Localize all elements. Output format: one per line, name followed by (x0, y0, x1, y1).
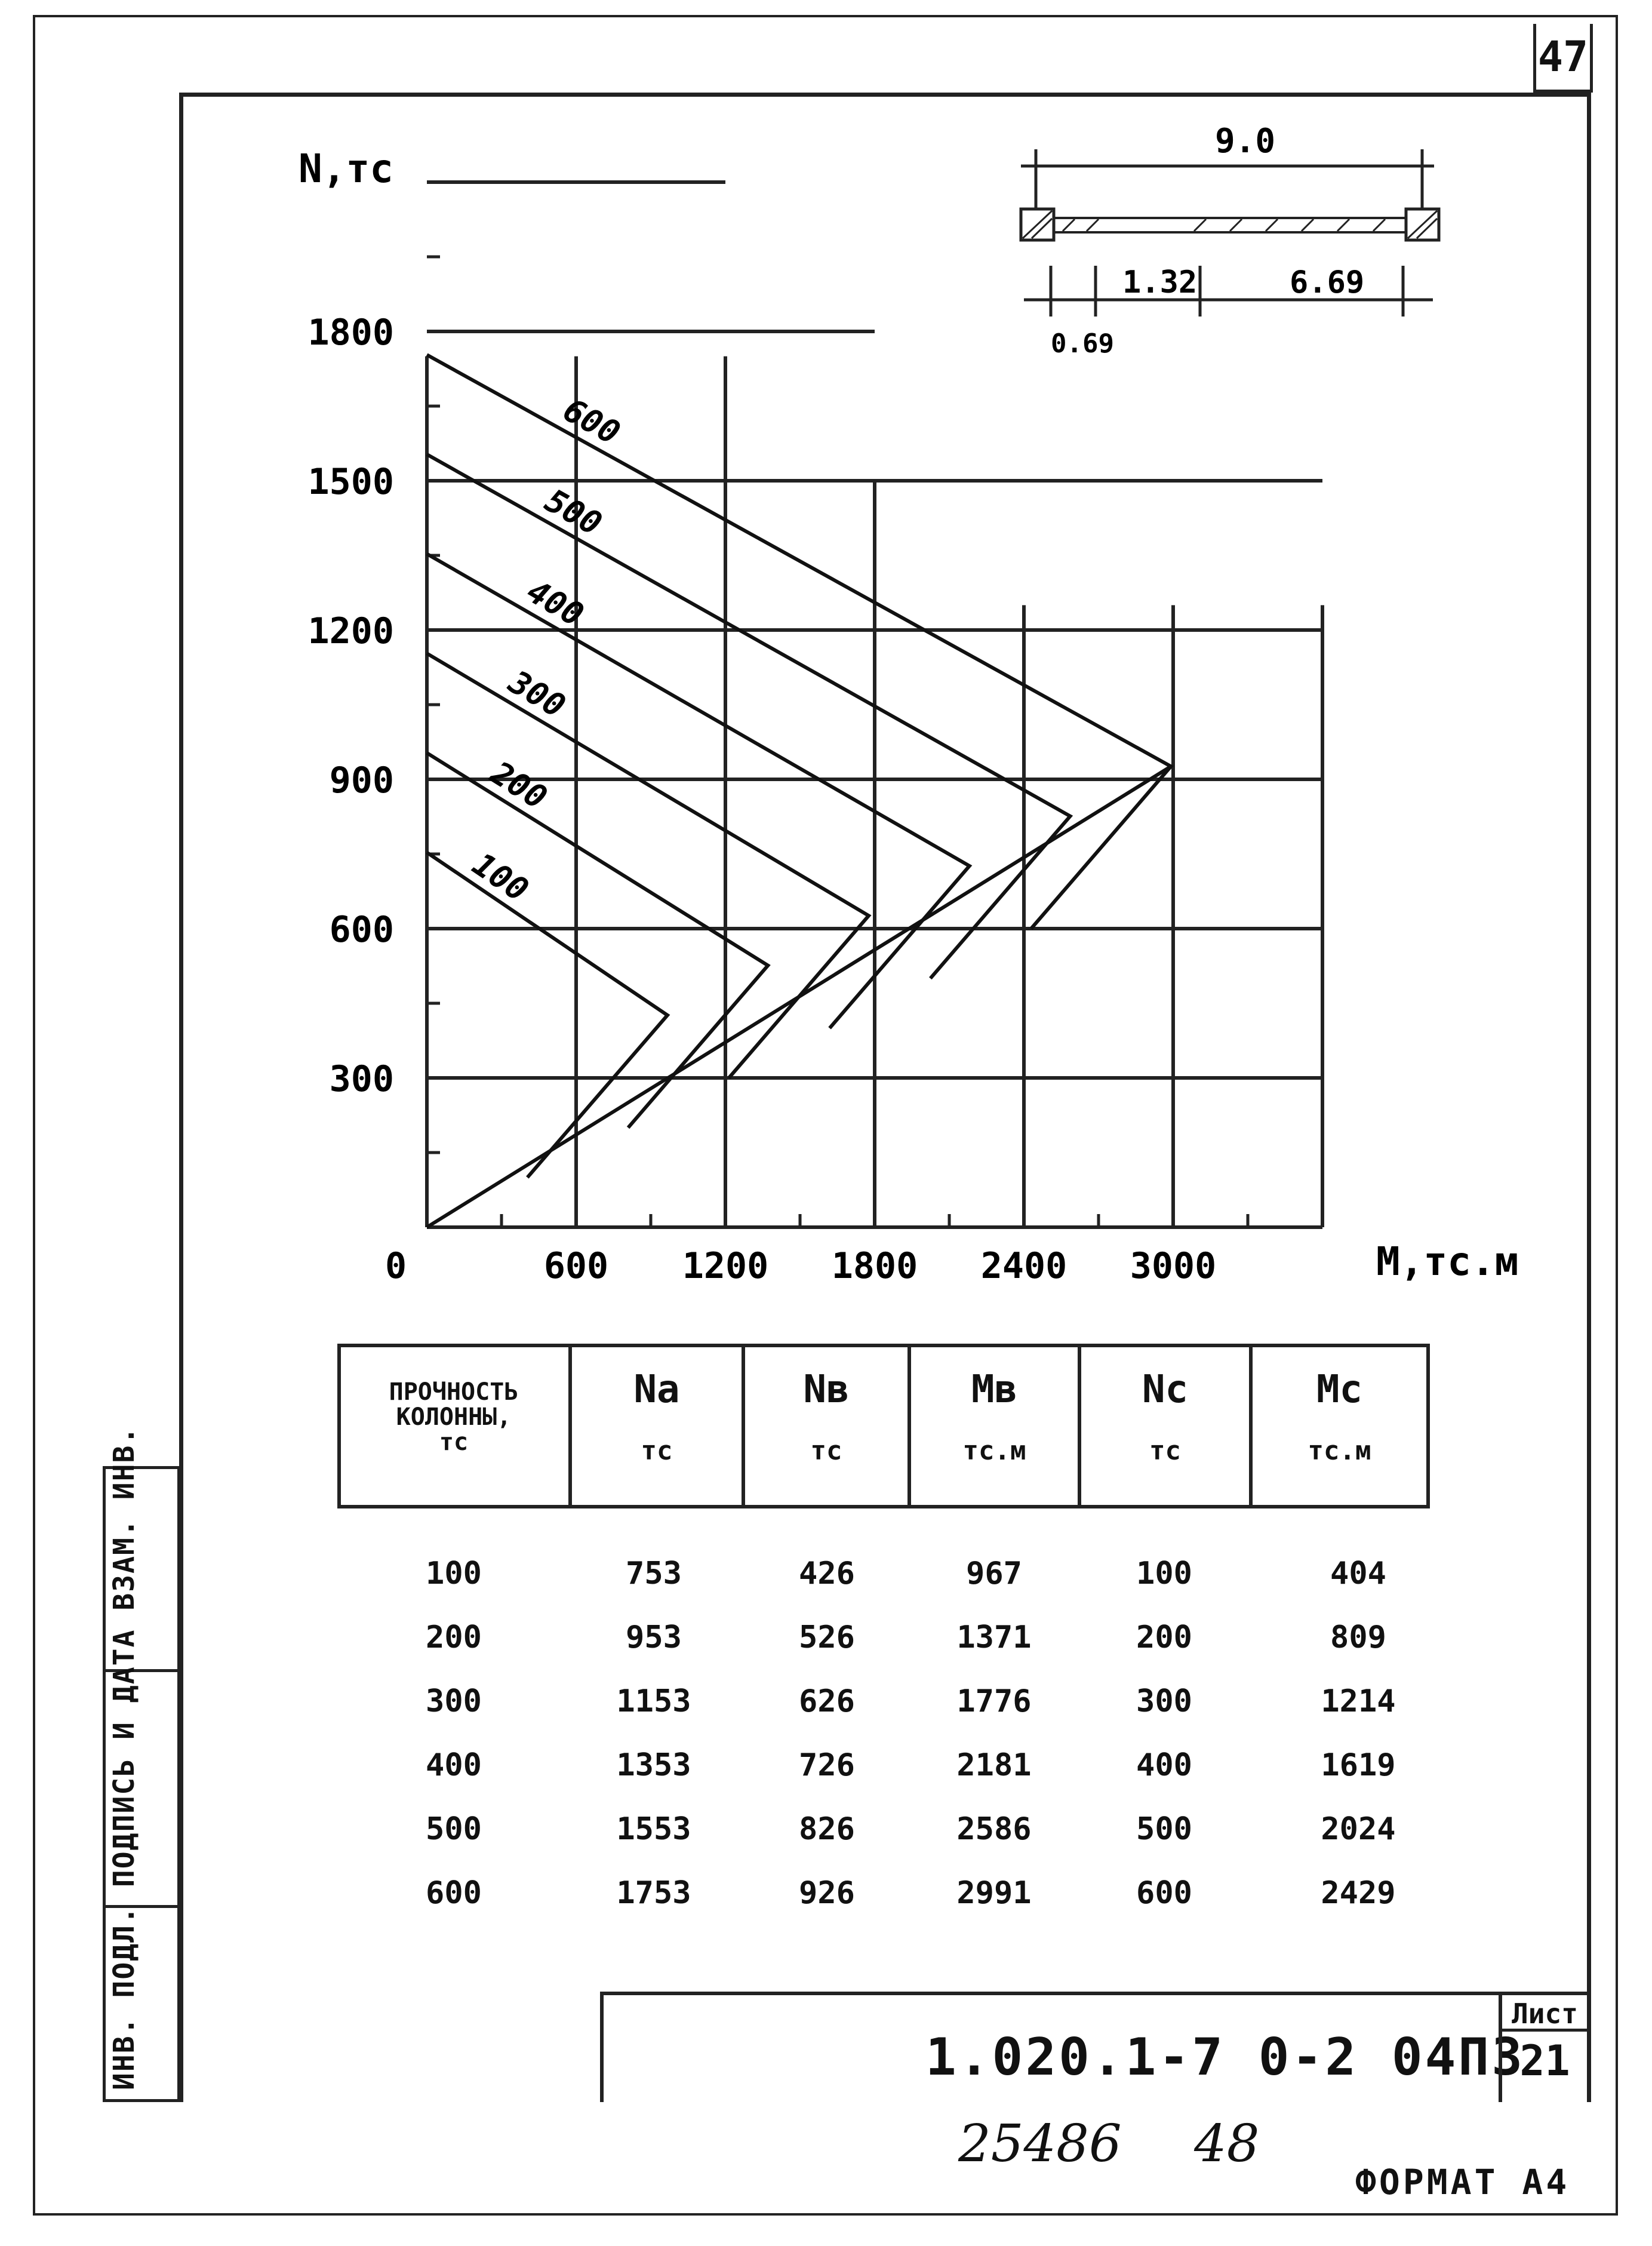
scheme-dim-mid: 1.32 (1122, 265, 1197, 300)
table-header-strength: ПРОЧНОСТЬ КОЛОННЫ, тс (337, 1379, 570, 1455)
series-label-200: 200 (484, 754, 553, 817)
table-cell: 967 (966, 1556, 1022, 1591)
title-block (600, 1992, 1591, 2102)
scheme-beam (1053, 217, 1407, 233)
handwritten-number-right: 48 (1194, 2114, 1260, 2174)
y-tick-label: 900 (330, 760, 394, 801)
x-tick-label: 3000 (1130, 1245, 1217, 1287)
chart-grid (425, 180, 1324, 1227)
y-axis-label: N,тс (299, 146, 393, 192)
series-line-200 (426, 751, 771, 1129)
beam-scheme: 9.0 0.69 1.32 6.69 (1019, 122, 1441, 359)
side-stamp-frame (103, 1466, 180, 2102)
table-cell: 826 (799, 1811, 855, 1847)
sheet-label: Лист (1502, 1996, 1588, 2032)
drawing-designation: 1.020.1-7 0-2 04ПЗ (925, 2027, 1525, 2087)
table-cell: 1753 (616, 1875, 691, 1911)
sheet-number: 21 (1519, 2036, 1570, 2085)
table-cell: 500 (426, 1811, 482, 1847)
page-number: 47 (1533, 24, 1593, 93)
drawing-frame (179, 93, 1591, 2102)
handwritten-number-left: 25486 (958, 2114, 1122, 2174)
x-tick-label: 600 (544, 1245, 608, 1287)
y-tick-label: 1200 (308, 610, 395, 652)
table-cell: 2181 (956, 1747, 1032, 1783)
table-cell: 600 (1136, 1875, 1192, 1911)
chart-tick-labels: 0 600 1200 1800 2400 3000 300 600 900 1200 1500 180… (308, 312, 1217, 1287)
side-stamp-divider (103, 1669, 180, 1672)
table-cell: 2024 (1321, 1811, 1396, 1847)
strength-table-header: ПРОЧНОСТЬ КОЛОННЫ, тс Na тс Nв тс Mв тс.… (337, 1344, 1430, 1511)
y-tick-label: 1500 (308, 461, 395, 503)
table-cell: 2991 (956, 1875, 1032, 1911)
x-tick-label: 0 (385, 1245, 407, 1287)
table-cell: 809 (1330, 1620, 1386, 1655)
table-cell: 1153 (616, 1683, 691, 1719)
table-cell: 953 (626, 1620, 682, 1655)
series-line-500 (426, 453, 1073, 980)
series-label-100: 100 (466, 845, 535, 909)
format-label: ФОРМАТ А4 (1355, 2162, 1570, 2202)
table-cell: 1353 (616, 1747, 691, 1783)
y-tick-label: 300 (330, 1058, 394, 1100)
interaction-chart: 100 200 300 400 500 600 0 600 1200 1800 2400 3000 3… (299, 122, 1518, 1287)
series-label-500: 500 (539, 481, 608, 543)
series-line-400 (426, 552, 973, 1030)
table-header-mb: Mв тс.м (962, 1368, 1026, 1466)
table-cell: 300 (426, 1683, 482, 1719)
series-line-100 (426, 851, 670, 1179)
table-header-frame (337, 1344, 1430, 1508)
outer-frame (33, 15, 1618, 2216)
table-cell: 400 (1136, 1747, 1192, 1783)
series-label-300: 300 (502, 663, 572, 725)
table-cell: 926 (799, 1875, 855, 1911)
envelope-line (426, 764, 1172, 1229)
side-stamp-label: ИНВ. ПОДЛ. ПОДПИСЬ И ДАТА ВЗАМ. ИНВ. (107, 1425, 141, 2090)
table-cell: 1214 (1321, 1683, 1396, 1719)
table-header-nc: Nс тс (1142, 1368, 1189, 1466)
table-cell: 1553 (616, 1811, 691, 1847)
series-line-300 (426, 652, 872, 1079)
chart-series: 100 200 300 400 500 600 (426, 353, 1174, 1229)
table-header-mc: Mс тс.м (1308, 1368, 1371, 1466)
table-cell: 600 (426, 1875, 482, 1911)
table-cell: 2586 (956, 1811, 1032, 1847)
scheme-dim-left: 0.69 (1051, 328, 1114, 359)
x-tick-label: 1800 (832, 1245, 918, 1287)
header-line: КОЛОННЫ, (396, 1403, 512, 1431)
table-cell: 753 (626, 1556, 682, 1591)
table-cell: 1619 (1321, 1747, 1396, 1783)
table-cell: 526 (799, 1620, 855, 1655)
scheme-dim-right: 6.69 (1290, 265, 1364, 300)
table-cell: 100 (426, 1556, 482, 1591)
side-stamp-divider (103, 1905, 180, 1908)
table-cell: 426 (799, 1556, 855, 1591)
series-line-600 (426, 353, 1174, 930)
x-tick-label: 1200 (682, 1245, 769, 1287)
sheet-box (1499, 1992, 1591, 2102)
table-header-nb: Nв тс (803, 1368, 850, 1466)
table-cell: 404 (1330, 1556, 1386, 1591)
header-line: ПРОЧНОСТЬ (389, 1378, 519, 1406)
table-cell: 400 (426, 1747, 482, 1783)
y-tick-label: 600 (330, 909, 394, 951)
table-cell: 200 (1136, 1620, 1192, 1655)
table-cell: 2429 (1321, 1875, 1396, 1911)
header-line: тс (439, 1428, 469, 1456)
x-axis-label: М,тс.м (1376, 1239, 1518, 1285)
table-cell: 1776 (956, 1683, 1032, 1719)
table-cell: 500 (1136, 1811, 1192, 1847)
table-cell: 300 (1136, 1683, 1192, 1719)
table-cell: 726 (799, 1747, 855, 1783)
series-label-400: 400 (521, 572, 590, 634)
y-tick-label: 1800 (308, 312, 395, 354)
table-cell: 626 (799, 1683, 855, 1719)
table-cell: 100 (1136, 1556, 1192, 1591)
series-label-600: 600 (557, 391, 626, 451)
table-header-na: Na тс (633, 1368, 680, 1466)
x-tick-label: 2400 (981, 1245, 1068, 1287)
table-cell: 200 (426, 1620, 482, 1655)
scheme-total: 9.0 (1215, 122, 1275, 161)
table-cell: 1371 (956, 1620, 1032, 1655)
